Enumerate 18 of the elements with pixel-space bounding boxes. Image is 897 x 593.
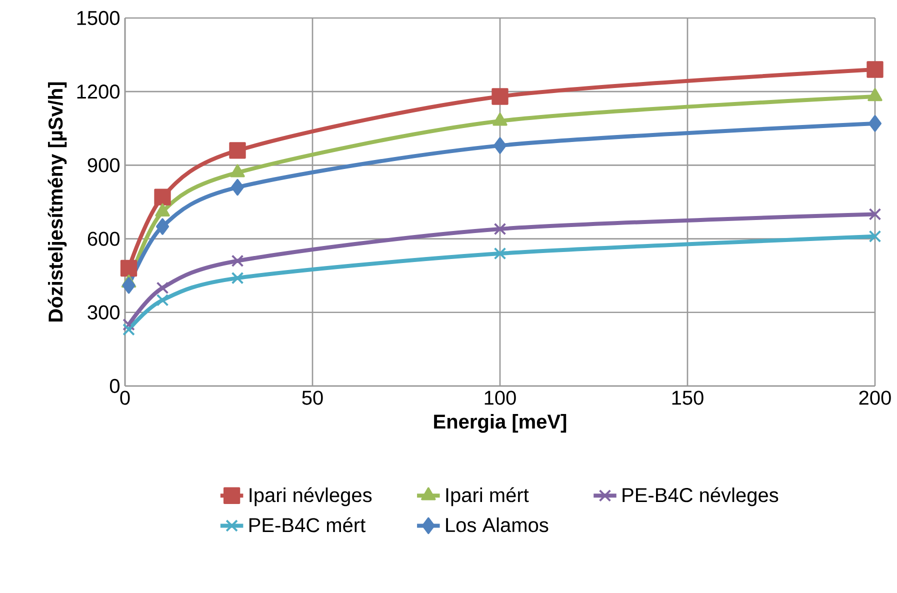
legend-label: PE-B4C mért bbox=[249, 517, 366, 532]
x-tick-label: 100 bbox=[484, 390, 516, 405]
y-tick-label: 1500 bbox=[77, 10, 120, 26]
legend-label: Los Alamos bbox=[446, 517, 548, 532]
y-tick-label: 0 bbox=[110, 378, 120, 394]
legend-label: Ipari névleges bbox=[250, 487, 372, 506]
y-tick-label: 600 bbox=[88, 232, 120, 246]
y-tick-label: 900 bbox=[88, 158, 120, 172]
legend-label: PE-B4C névleges bbox=[622, 487, 778, 506]
x-tick-label: 150 bbox=[672, 390, 704, 405]
x-tick-label: 200 bbox=[859, 390, 891, 405]
y-tick-label: 300 bbox=[88, 305, 120, 320]
y-axis-title: Dózisteljesítmény [µSv/h] bbox=[48, 82, 67, 322]
y-tick-label: 1200 bbox=[77, 84, 120, 99]
legend-label: Ipari mért bbox=[446, 487, 529, 506]
x-tick-label: 50 bbox=[302, 390, 323, 405]
x-tick-label: 0 bbox=[120, 390, 130, 405]
x-axis-title: Energia [meV] bbox=[434, 414, 566, 433]
